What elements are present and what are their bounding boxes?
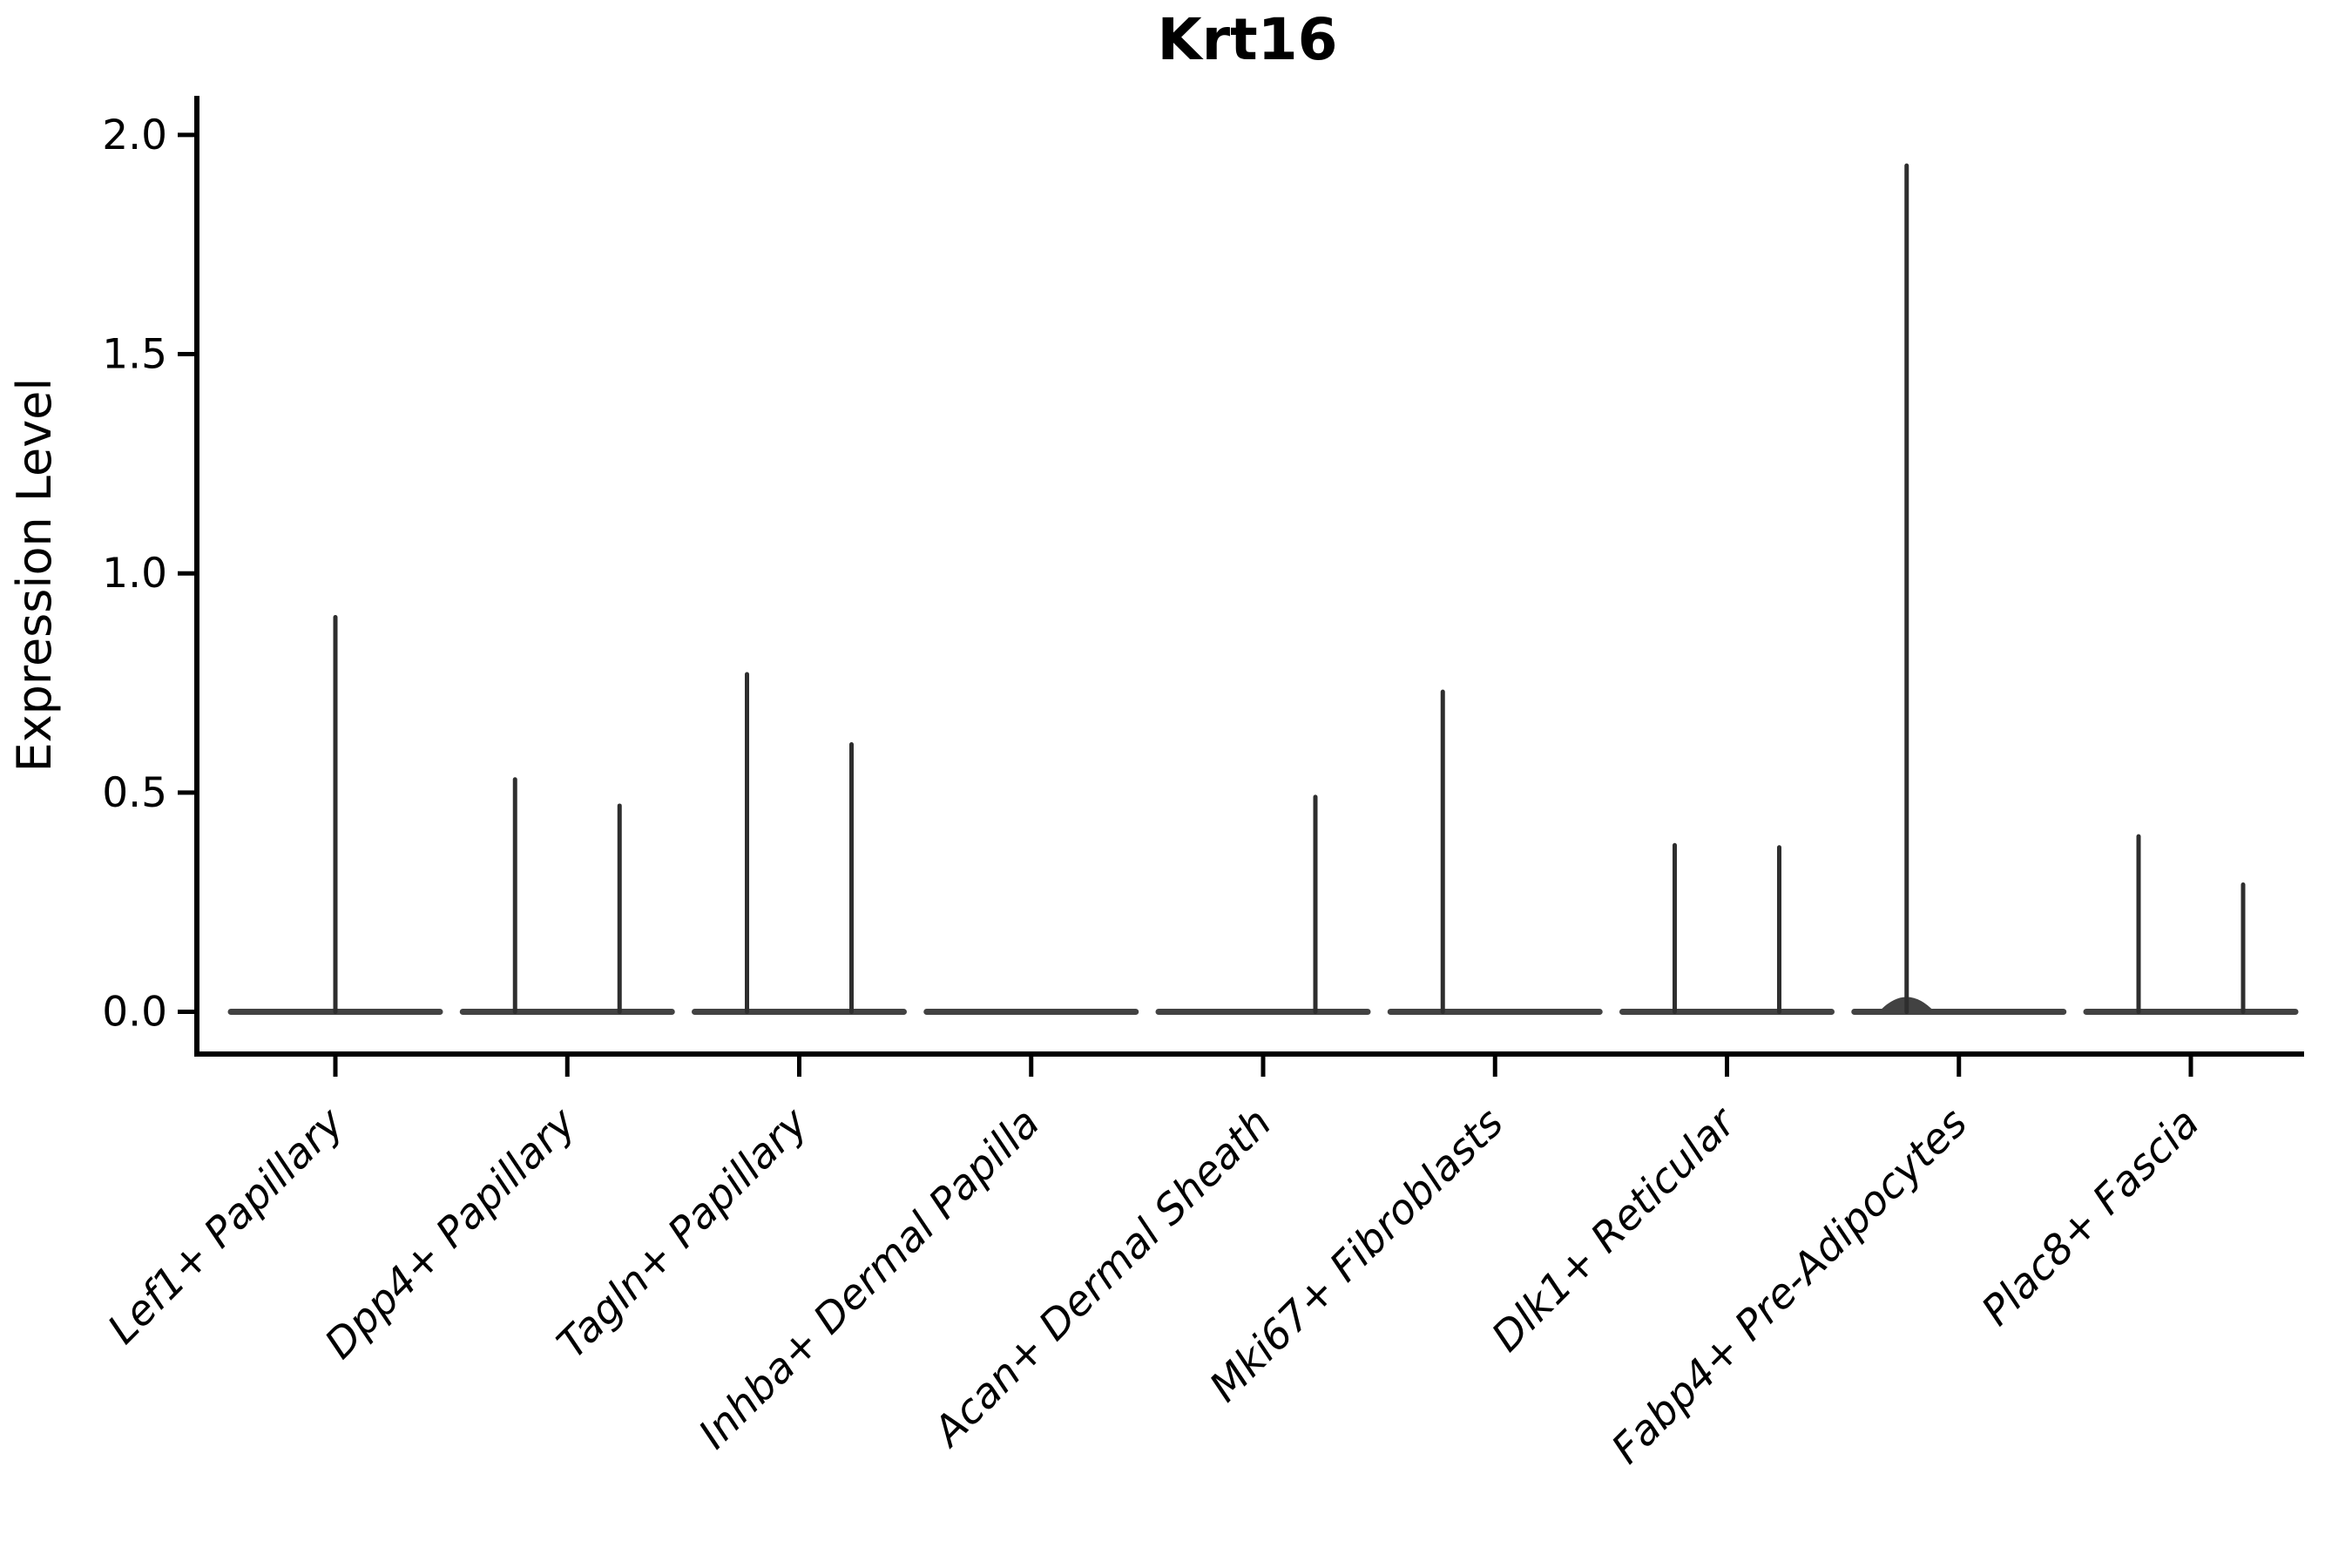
y-tick-label: 0.5 [102, 769, 167, 817]
x-tick-label: Tagln+ Papillary [548, 1098, 818, 1369]
x-tick-label: Lef1+ Papillary [98, 1098, 354, 1354]
x-tick-label: Dpp4+ Papillary [316, 1098, 586, 1369]
chart-title: Krt16 [1157, 6, 1337, 73]
y-tick-label: 0.0 [102, 989, 167, 1037]
x-tick-label: Dlk1+ Reticular [1483, 1098, 1747, 1362]
y-tick-label: 1.5 [102, 331, 167, 379]
x-tick-label: Plac8+ Fascia [1972, 1099, 2208, 1335]
y-tick-label: 1.0 [102, 550, 167, 598]
y-axis-title: Expression Level [7, 378, 62, 773]
y-tick-label: 2.0 [102, 112, 167, 159]
